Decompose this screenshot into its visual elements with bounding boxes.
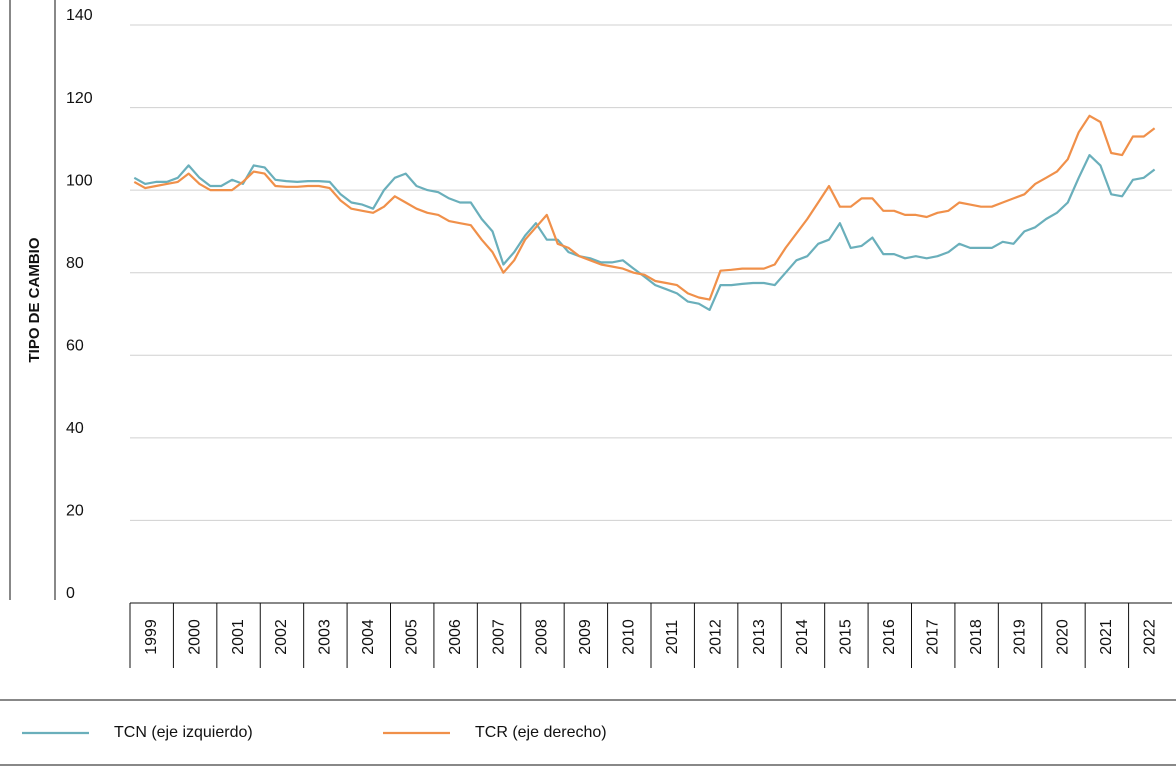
x-tick-label: 2018: [968, 619, 985, 655]
x-tick-label: 2015: [838, 619, 855, 655]
x-tick-label: 2009: [577, 619, 594, 655]
y-tick-label: 0: [66, 585, 75, 602]
x-tick-label: 2006: [447, 619, 464, 655]
x-tick-label: 2001: [230, 619, 247, 655]
x-tick-label: 2007: [490, 619, 507, 655]
x-tick-label: 2017: [924, 619, 941, 655]
x-tick-label: 2005: [403, 619, 420, 655]
y-tick-label: 20: [66, 503, 84, 520]
x-tick-label: 2019: [1011, 619, 1028, 655]
series-line: [133, 114, 1156, 301]
x-tick-label: 2022: [1142, 619, 1159, 655]
x-tick-label: 2011: [664, 620, 681, 655]
x-tick-label: 2002: [273, 619, 290, 655]
x-tick-label: 2016: [881, 619, 898, 655]
y-tick-label: 100: [66, 172, 93, 189]
legend-label: TCR (eje derecho): [475, 724, 607, 741]
y-axis-title: TIPO DE CAMBIO: [26, 237, 43, 362]
x-tick-label: 1999: [143, 619, 160, 655]
x-tick-label: 2004: [360, 619, 377, 655]
x-tick-label: 2010: [621, 619, 638, 655]
x-tick-label: 2008: [534, 619, 551, 655]
x-tick-label: 2013: [751, 619, 768, 655]
series-line: [133, 154, 1156, 311]
x-tick-label: 2012: [707, 619, 724, 655]
y-tick-label: 80: [66, 255, 84, 272]
y-tick-label: 40: [66, 420, 84, 437]
x-tick-label: 2021: [1098, 619, 1115, 655]
x-tick-label: 2014: [794, 619, 811, 655]
y-tick-label: 60: [66, 338, 84, 355]
legend-label: TCN (eje izquierdo): [114, 724, 253, 741]
x-tick-label: 2003: [317, 619, 334, 655]
x-tick-label: 2020: [1055, 619, 1072, 655]
y-tick-label: 120: [66, 90, 93, 107]
y-tick-label: 140: [66, 7, 93, 24]
x-tick-label: 2000: [186, 619, 203, 655]
